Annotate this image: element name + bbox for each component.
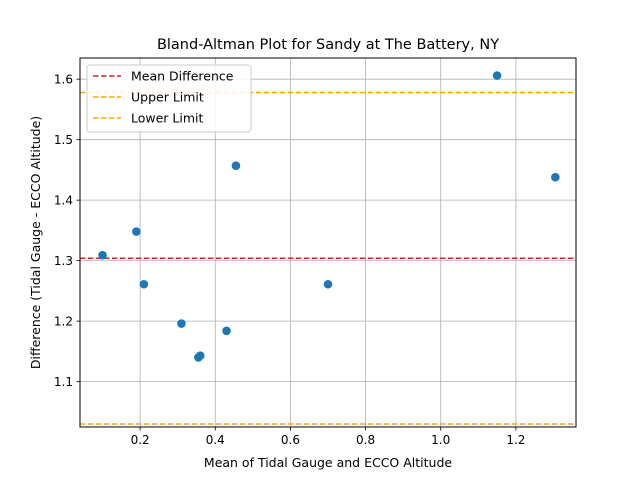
plot-frame <box>79 57 577 428</box>
x-tick-label: 0.8 <box>356 433 375 447</box>
x-tick-label: 1.2 <box>506 433 525 447</box>
scatter-point <box>492 71 502 80</box>
reference-lines <box>80 91 576 425</box>
y-tick-label: 1.3 <box>54 254 73 268</box>
x-tick-label: 0.6 <box>281 433 300 447</box>
y-tick-label: 1.2 <box>54 314 73 328</box>
chart-title: Bland-Altman Plot for Sandy at The Batte… <box>157 37 499 53</box>
x-tick-label: 1.0 <box>431 433 450 447</box>
data-points <box>98 71 560 362</box>
scatter-point <box>177 319 186 328</box>
x-tick-label: 0.4 <box>206 433 225 447</box>
scatter-point <box>323 279 333 289</box>
y-axis-ticks: 1.1 1.2 1.3 1.4 1.5 1.6 <box>54 72 80 389</box>
x-axis-label: Mean of Tidal Gauge and ECCO Altitude <box>204 455 452 470</box>
scatter-point <box>222 326 231 336</box>
legend: Mean Difference Upper Limit Lower Limit <box>86 64 252 133</box>
y-tick-label: 1.1 <box>54 375 73 389</box>
legend-box <box>86 64 252 133</box>
legend-label: Upper Limit <box>131 90 204 105</box>
scatter-point <box>139 279 149 289</box>
scatter-point <box>98 250 107 260</box>
scatter-point <box>231 161 241 170</box>
x-axis-ticks: 0.2 0.4 0.6 0.8 1.0 1.2 <box>131 427 525 447</box>
legend-label: Lower Limit <box>131 111 204 126</box>
scatter-point <box>195 351 205 360</box>
y-tick-label: 1.6 <box>54 72 73 86</box>
x-tick-label: 0.2 <box>131 433 150 447</box>
y-axis-label: Difference (Tidal Gauge - ECCO Altitude) <box>28 116 43 369</box>
scatter-point <box>132 227 141 236</box>
y-tick-label: 1.4 <box>54 193 73 207</box>
legend-label: Mean Difference <box>131 69 234 84</box>
y-tick-label: 1.5 <box>54 133 73 147</box>
scatter-point <box>551 172 560 182</box>
